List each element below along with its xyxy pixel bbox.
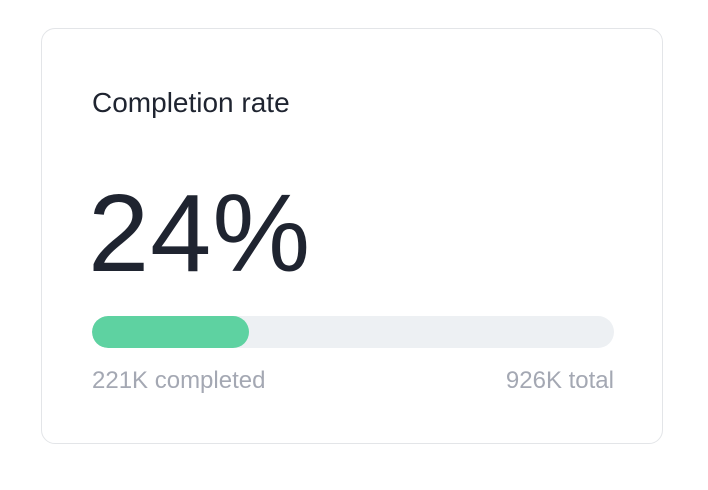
progress-track [92,316,614,348]
progress-fill [92,316,249,348]
completion-percentage: 24% [88,172,312,295]
completion-rate-card: Completion rate 24% 221K completed 926K … [41,28,663,444]
card-title: Completion rate [92,87,290,118]
completed-count-label: 221K completed [92,367,266,394]
total-count-label: 926K total [505,367,614,394]
